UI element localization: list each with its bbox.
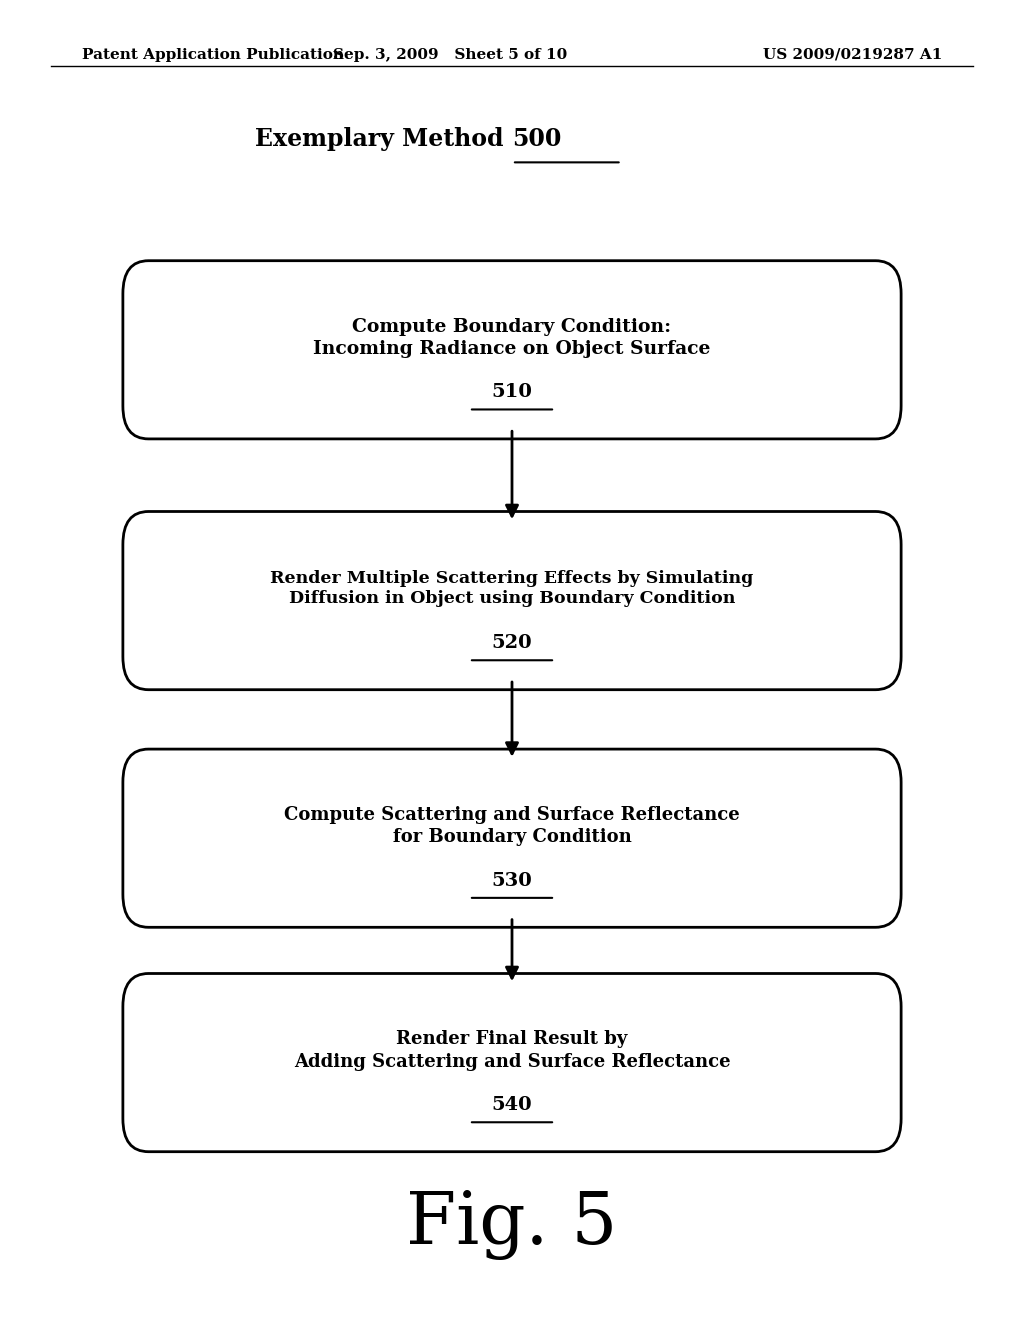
Text: Fig. 5: Fig. 5: [407, 1189, 617, 1261]
FancyBboxPatch shape: [123, 750, 901, 927]
Text: Render Final Result by
Adding Scattering and Surface Reflectance: Render Final Result by Adding Scattering…: [294, 1031, 730, 1071]
Text: Sep. 3, 2009   Sheet 5 of 10: Sep. 3, 2009 Sheet 5 of 10: [334, 48, 567, 62]
Text: 540: 540: [492, 1096, 532, 1114]
Text: Exemplary Method: Exemplary Method: [255, 127, 512, 150]
Text: Render Multiple Scattering Effects by Simulating
Diffusion in Object using Bound: Render Multiple Scattering Effects by Si…: [270, 569, 754, 607]
Text: 530: 530: [492, 871, 532, 890]
Text: Compute Scattering and Surface Reflectance
for Boundary Condition: Compute Scattering and Surface Reflectan…: [284, 807, 740, 846]
FancyBboxPatch shape: [123, 511, 901, 689]
Text: Patent Application Publication: Patent Application Publication: [82, 48, 344, 62]
Text: Compute Boundary Condition:
Incoming Radiance on Object Surface: Compute Boundary Condition: Incoming Rad…: [313, 318, 711, 358]
FancyBboxPatch shape: [123, 261, 901, 438]
FancyBboxPatch shape: [123, 974, 901, 1151]
Text: 500: 500: [512, 127, 561, 150]
Text: 520: 520: [492, 634, 532, 652]
Text: US 2009/0219287 A1: US 2009/0219287 A1: [763, 48, 942, 62]
Text: 510: 510: [492, 383, 532, 401]
